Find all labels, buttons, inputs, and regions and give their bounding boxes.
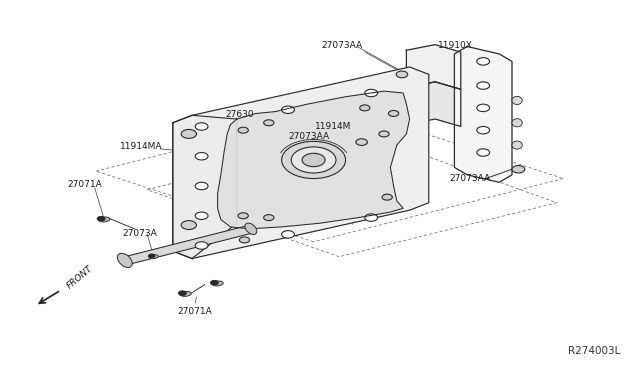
Circle shape [264,215,274,221]
Circle shape [239,237,250,243]
Circle shape [211,280,218,285]
Text: 11914M: 11914M [315,122,351,131]
Circle shape [195,242,208,249]
Text: 27071A: 27071A [178,307,212,316]
Circle shape [379,131,389,137]
Text: 11914MA: 11914MA [120,142,162,151]
Text: 11910X: 11910X [438,41,473,50]
Ellipse shape [99,217,110,222]
Circle shape [195,123,208,130]
Circle shape [195,153,208,160]
Circle shape [388,110,399,116]
Ellipse shape [512,119,522,127]
Circle shape [282,106,294,113]
Circle shape [365,89,378,97]
Circle shape [282,141,346,179]
Ellipse shape [149,255,158,259]
Circle shape [97,217,105,221]
Polygon shape [406,45,461,89]
Circle shape [477,126,490,134]
Circle shape [238,127,248,133]
Circle shape [396,71,408,78]
Polygon shape [125,225,255,264]
Circle shape [382,194,392,200]
Circle shape [148,254,155,258]
Circle shape [282,231,294,238]
Circle shape [181,129,196,138]
Circle shape [179,291,186,295]
Polygon shape [454,46,512,182]
Circle shape [181,221,196,230]
Ellipse shape [245,223,257,234]
Circle shape [356,139,367,145]
Text: FRONT: FRONT [65,264,95,290]
Ellipse shape [512,96,522,105]
Circle shape [302,153,325,167]
Circle shape [477,104,490,112]
Circle shape [360,105,370,111]
Polygon shape [218,91,410,229]
Text: 27630: 27630 [226,110,254,119]
Text: 27073AA: 27073AA [289,132,330,141]
Circle shape [512,166,525,173]
Polygon shape [173,67,429,259]
Circle shape [238,213,248,219]
Circle shape [477,149,490,156]
Text: 27073AA: 27073AA [322,41,363,50]
Circle shape [477,58,490,65]
Text: R274003L: R274003L [568,346,621,356]
Ellipse shape [512,141,522,149]
Polygon shape [173,115,237,259]
Circle shape [291,147,336,173]
Text: 27073A: 27073A [122,229,157,238]
Ellipse shape [117,253,132,267]
Circle shape [365,214,378,221]
Circle shape [477,82,490,89]
Circle shape [195,212,208,219]
Text: 27073AA: 27073AA [450,174,491,183]
Circle shape [264,120,274,126]
Ellipse shape [180,291,191,296]
Ellipse shape [212,281,223,286]
Text: 27071A: 27071A [67,180,102,189]
Polygon shape [406,82,461,126]
Circle shape [195,182,208,190]
